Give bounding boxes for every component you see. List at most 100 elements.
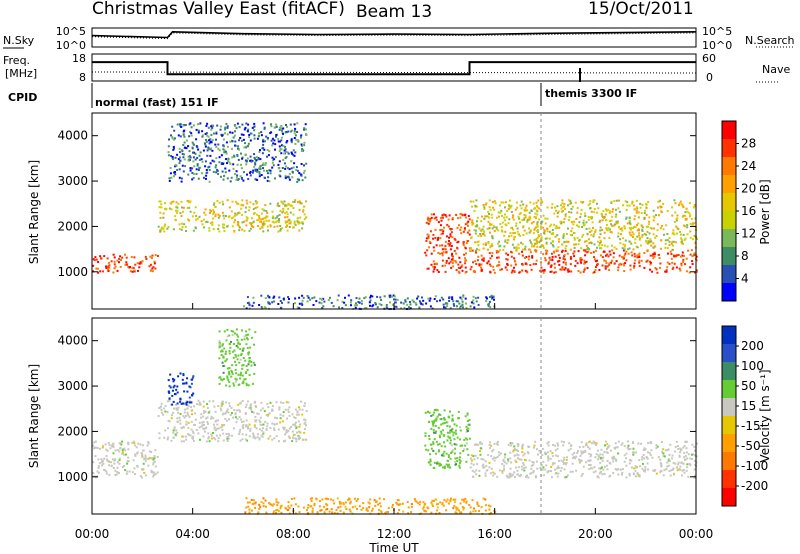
velocity-cell-1 [284, 433, 286, 436]
power-cell-6 [464, 297, 467, 300]
power-cell-1 [159, 217, 162, 219]
power-cell-6 [379, 296, 382, 299]
power-cell-0 [108, 264, 111, 267]
power-cell-4 [529, 264, 532, 267]
velocity-cell-3 [238, 361, 241, 364]
velocity-cell-4 [452, 419, 455, 422]
power-cell-2 [174, 156, 177, 159]
power-cell-4 [691, 255, 694, 258]
velocity-cell-6 [315, 498, 318, 501]
velocity-cell-1 [225, 433, 228, 435]
velocity-cell-1 [190, 406, 193, 409]
power-cell-5 [678, 202, 681, 205]
power-cell-5 [561, 199, 564, 202]
velocity-cell-5 [523, 452, 526, 455]
power-cell-4 [505, 258, 508, 261]
power-cell-5 [552, 233, 554, 236]
power-cell-6 [449, 307, 452, 310]
velocity-cell-4 [435, 452, 438, 455]
power-cell-2 [206, 134, 209, 137]
power-cell-2 [209, 154, 212, 157]
power-cell-6 [406, 303, 409, 306]
velocity-cell-0 [103, 468, 106, 471]
power-cell-4 [623, 264, 626, 267]
velocity-cell-3 [234, 354, 237, 356]
power-cell-2 [170, 176, 173, 179]
power-cell-5 [628, 231, 631, 234]
power-cell-2 [303, 169, 306, 172]
velocity-cell-4 [442, 452, 445, 455]
velocity-cell-0 [106, 458, 109, 461]
velocity-cell-0 [141, 455, 144, 458]
velocity-cell-4 [428, 411, 431, 414]
velocity-cell-5 [580, 450, 583, 453]
velocity-cell-1 [287, 408, 290, 411]
velocity-cell-5 [514, 475, 516, 478]
power-cell-3 [454, 238, 457, 241]
velocity-cell-5 [484, 472, 487, 475]
power-cell-2 [179, 135, 182, 138]
velocity-cell-1 [200, 425, 203, 428]
power-cell-0 [99, 270, 102, 273]
power-cell-0 [148, 265, 151, 268]
power-cell-2 [194, 152, 197, 155]
power-cell-5 [476, 248, 478, 251]
power-cell-4 [561, 250, 563, 253]
power-cell-0 [97, 261, 100, 263]
power-cell-3 [451, 218, 454, 221]
velocity-cell-3 [220, 378, 223, 381]
velocity-cell-1 [262, 431, 265, 434]
power-cell-5 [564, 247, 567, 250]
velocity-cell-1 [303, 418, 306, 421]
power-cell-2 [259, 158, 262, 161]
velocity-cell-3 [218, 330, 221, 333]
power-cell-2 [271, 166, 274, 169]
power-cell-6 [355, 297, 358, 300]
power-cell-3 [446, 223, 449, 226]
nsky-tick-top: 10^5 [56, 25, 86, 38]
power-cell-2 [223, 151, 226, 154]
power-cell-5 [620, 233, 622, 236]
velocity-cell-5 [673, 473, 675, 476]
power-cell-2 [263, 148, 266, 151]
power-cell-1 [206, 220, 209, 223]
velocity-cell-3 [233, 342, 235, 345]
power-cell-6 [279, 307, 282, 310]
power-cell-0 [99, 255, 102, 258]
velocity-cell-0 [124, 469, 127, 472]
velocity-cell-6 [326, 504, 329, 507]
power-cell-1 [159, 200, 162, 203]
velocity-cell-6 [247, 505, 250, 508]
power-cell-2 [193, 165, 196, 168]
velocity-cell-1 [249, 404, 252, 407]
power-cell-2 [169, 167, 172, 169]
power-cell-2 [237, 158, 240, 161]
power-cell-5 [590, 210, 593, 213]
velocity-cell-1 [216, 427, 219, 430]
power-cell-0 [114, 265, 117, 268]
velocity-cell-5 [534, 440, 537, 443]
velocity-cell-1 [259, 421, 262, 423]
power-cell-2 [293, 123, 296, 126]
velocity-cell-0 [95, 476, 98, 479]
power-cell-5 [586, 233, 589, 236]
power-cell-2 [213, 132, 215, 135]
power-cell-0 [118, 261, 120, 264]
velocity-cell-1 [166, 400, 169, 403]
velocity-cell-1 [221, 428, 224, 431]
power-cell-2 [261, 164, 264, 167]
power-cell-5 [482, 243, 485, 246]
power-cell-5 [510, 234, 513, 237]
power-cell-2 [290, 151, 293, 154]
velocity-cell-1 [258, 419, 261, 422]
power-cell-1 [263, 217, 266, 220]
velocity-cell-5 [615, 459, 618, 462]
velocity-cell-2 [181, 378, 184, 381]
velocity-cell-1 [179, 422, 182, 425]
power-cell-5 [521, 219, 524, 221]
velocity-cell-5 [550, 466, 553, 468]
power-cell-2 [291, 176, 294, 179]
power-cell-5 [652, 219, 655, 222]
velocity-cell-3 [241, 374, 244, 377]
power-cell-4 [531, 256, 534, 259]
